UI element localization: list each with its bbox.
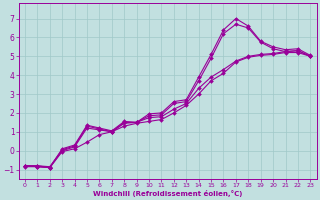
- X-axis label: Windchill (Refroidissement éolien,°C): Windchill (Refroidissement éolien,°C): [93, 190, 242, 197]
